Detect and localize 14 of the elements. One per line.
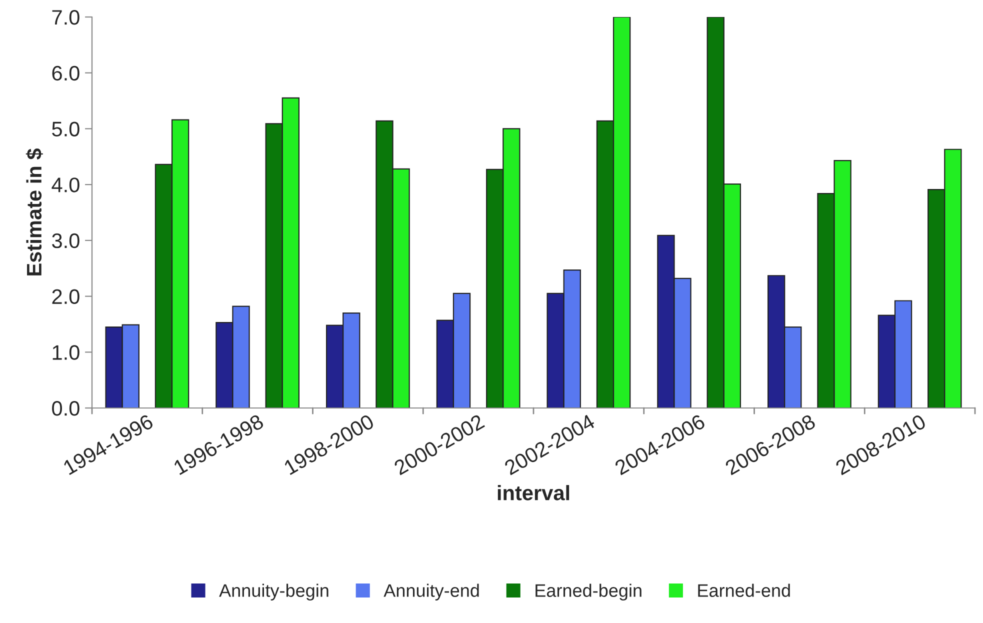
legend-label: Earned-begin	[536, 584, 642, 601]
y-tick-label: 7.0	[52, 10, 80, 25]
y-tick-label: 3.0	[52, 233, 80, 248]
y-tick-label: 6.0	[52, 66, 80, 81]
y-tick-label: 0.0	[52, 401, 80, 416]
y-tick-label: 2.0	[52, 289, 80, 304]
legend-label: Annuity-end	[384, 584, 479, 601]
legend-label: Annuity-begin	[219, 584, 328, 601]
y-tick-label: 4.0	[52, 178, 80, 192]
x-axis-title: interval	[498, 485, 570, 500]
y-tick-label: 1.0	[52, 345, 80, 360]
y-tick-label: 5.0	[52, 122, 80, 136]
y-axis-title: Estimate in $	[26, 148, 43, 276]
legend-label: Earned-end	[698, 584, 790, 597]
